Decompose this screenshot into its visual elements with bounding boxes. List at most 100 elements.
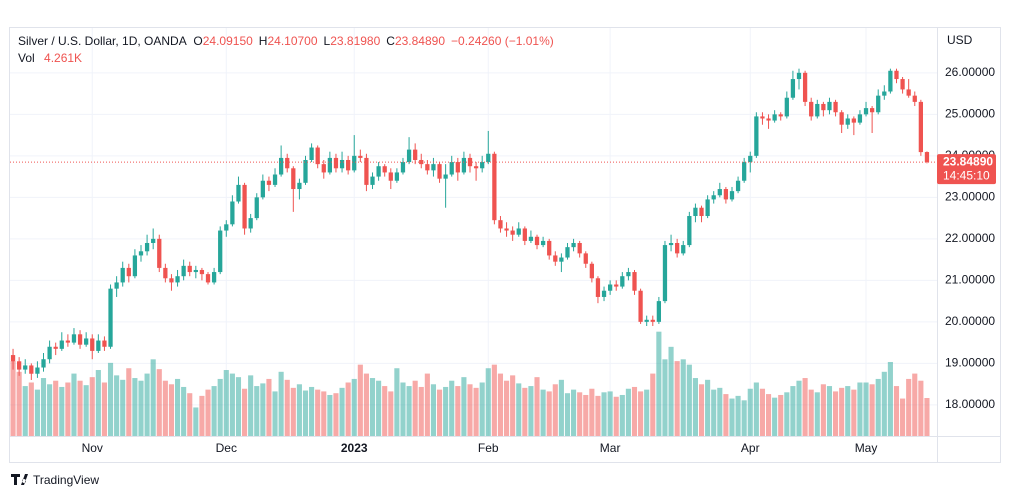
volume-bar (473, 387, 479, 436)
candle-body (120, 267, 125, 283)
candle-body (577, 242, 582, 254)
volume-bar (40, 378, 47, 436)
y-tick-label: 26.00000 (945, 65, 995, 79)
candle-body (790, 79, 796, 98)
volume-bar (571, 389, 577, 436)
volume-bar (351, 378, 357, 436)
volume-bar (83, 385, 89, 436)
candle-body (126, 267, 131, 277)
candle-body (443, 174, 448, 179)
candle-body (17, 361, 22, 370)
volume-bar (814, 392, 820, 436)
volume-bar (467, 384, 473, 436)
candle-body (65, 340, 71, 343)
candle-body (821, 103, 826, 111)
candle-body (486, 153, 491, 163)
candle-body (668, 242, 674, 246)
volume-bar (376, 380, 382, 436)
volume-bar (138, 380, 144, 436)
volume-bar (333, 393, 339, 436)
volume-bar (217, 378, 223, 436)
candle-body (614, 284, 619, 287)
volume-bar (619, 394, 625, 436)
candle-body (96, 340, 101, 351)
volume-bar (503, 380, 510, 436)
candle-body (876, 95, 881, 113)
candle-body (802, 72, 808, 102)
candle-body (321, 164, 326, 173)
candle-body (297, 182, 302, 190)
volume-bar (272, 391, 278, 436)
candle-body (230, 201, 235, 225)
volume-bar (912, 373, 918, 436)
volume-bar (302, 390, 309, 436)
volume-bar (631, 386, 638, 436)
volume-bar (382, 386, 388, 436)
volume-bar (34, 389, 40, 436)
candle-body (77, 334, 83, 345)
candle-body (888, 70, 893, 92)
volume-bar (491, 364, 497, 436)
volume-bar (808, 389, 814, 436)
candle-body (626, 272, 631, 277)
volume-bar (394, 368, 400, 436)
last-price-box (937, 154, 996, 185)
volume-bar (53, 380, 59, 436)
candle-body (687, 216, 692, 246)
volume-bar (735, 395, 741, 436)
volume-bar (753, 382, 759, 436)
volume-bar (522, 387, 528, 436)
volume-bar (906, 378, 912, 436)
candle-body (224, 224, 229, 231)
volume-bar (418, 386, 424, 436)
volume-bar (187, 393, 193, 436)
volume-bar (528, 386, 534, 436)
volume-bar (601, 392, 607, 436)
volume-bar (705, 379, 711, 436)
volume-bar (650, 373, 656, 436)
candle-body (662, 245, 668, 302)
candle-body (565, 247, 570, 258)
candle-body (151, 238, 156, 243)
volume-bar (16, 371, 22, 436)
volume-bar (857, 382, 863, 436)
candle-body (522, 228, 527, 241)
volume-bar (168, 384, 175, 436)
change: −0.24260 (−1.01%) (451, 34, 554, 48)
candle-body (571, 242, 576, 248)
volume-bar (296, 384, 302, 436)
volume-bar (181, 386, 187, 436)
candle-body (309, 147, 314, 160)
candle-body (754, 116, 759, 156)
volume-bar (339, 387, 345, 436)
candle-body (650, 319, 655, 322)
volume-bar (28, 382, 34, 436)
candle-body (431, 164, 436, 171)
volume-bar (424, 373, 430, 436)
candle-body (735, 180, 741, 192)
y-tick-label: 25.00000 (945, 107, 995, 121)
candle-body (498, 220, 503, 229)
volume-bar (156, 369, 162, 436)
volume-bar (114, 375, 120, 436)
candle-body (461, 157, 467, 173)
candle-body (303, 159, 308, 183)
volume-bar (357, 364, 363, 436)
volume-bar (516, 383, 522, 436)
countdown: 14:45:10 (943, 168, 990, 182)
candle-body (833, 101, 838, 113)
volume-bar (778, 394, 784, 436)
volume-bar (577, 392, 583, 436)
candle-body (473, 166, 479, 169)
candle-body (534, 236, 540, 246)
candle-body (346, 159, 351, 171)
last-price-label: 23.84890 (943, 154, 993, 168)
volume-bar (656, 331, 662, 436)
volume-bar (802, 378, 808, 436)
candle-body (163, 267, 168, 279)
volume-bar (77, 380, 83, 436)
volume-bar (589, 388, 595, 436)
candle-body (632, 272, 637, 291)
candle-body (400, 162, 406, 173)
